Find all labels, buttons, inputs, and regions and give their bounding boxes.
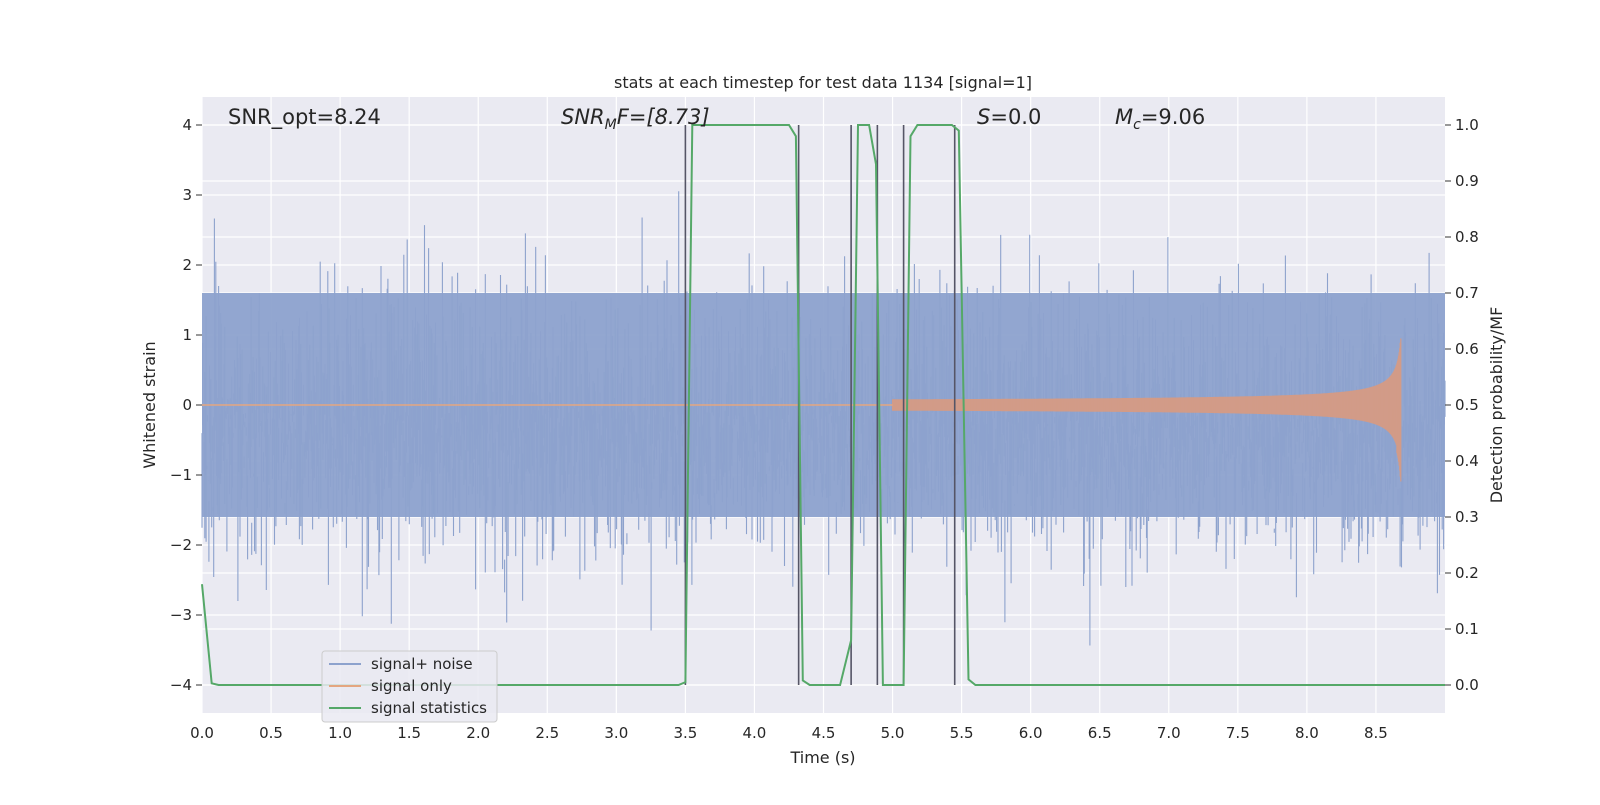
- legend-box: [321, 650, 498, 723]
- y-tick-label-right: 0.3: [1455, 508, 1479, 526]
- x-tick-label: 3.5: [673, 724, 697, 742]
- y-tick-label-right: 0.7: [1455, 284, 1479, 302]
- x-tick-label: 4.5: [812, 724, 836, 742]
- y-tick-label-right: 0.2: [1455, 564, 1479, 582]
- y-tick-label-left: −2: [170, 536, 192, 554]
- y-tick-label-left: 4: [182, 116, 192, 134]
- x-tick-label: 5.5: [950, 724, 974, 742]
- y-tick-label-right: 0.0: [1455, 676, 1479, 694]
- y-tick-label-left: −1: [170, 466, 192, 484]
- x-axis-label: Time (s): [789, 748, 855, 767]
- annotation-snr-mf-sub: M: [605, 117, 617, 133]
- legend-label-signal-plus-noise: signal+ noise: [371, 655, 473, 673]
- y-tick-label-left: 2: [182, 256, 192, 274]
- x-tick-label: 8.0: [1295, 724, 1319, 742]
- x-tick-label: 8.5: [1364, 724, 1388, 742]
- x-tick-label: 1.5: [397, 724, 421, 742]
- annotation-mc: Mc=9.06: [1115, 105, 1205, 133]
- y-tick-label-left: −3: [170, 606, 192, 624]
- axes: 0.0 0.5 1.0 1.5 2.0 2.5 3.0 3.5 4.0 4.5 5.0 5.5 6.0 6…: [170, 116, 1479, 742]
- y-tick-label-left: 3: [182, 186, 192, 204]
- annotation-snr-opt: SNR_opt=8.24: [228, 105, 381, 130]
- x-tick-label: 0.5: [259, 724, 283, 742]
- x-tick-label: 5.0: [881, 724, 905, 742]
- y-tick-label-right: 0.1: [1455, 620, 1479, 638]
- series-signal-only: [202, 338, 1402, 482]
- legend: signal+ noise signal only signal statist…: [321, 650, 498, 723]
- annotation-snr-mf: SNRMF=[8.73]: [561, 105, 710, 133]
- legend-label-signal-statistics: signal statistics: [371, 699, 487, 717]
- chirp-trace: [892, 338, 1402, 482]
- y-axis-label-left: Whitened strain: [140, 341, 159, 468]
- x-tick-label: 1.0: [328, 724, 352, 742]
- y-axis-label-right: Detection probability/MF: [1487, 307, 1506, 504]
- x-tick-label: 6.0: [1019, 724, 1043, 742]
- x-tick-label: 7.0: [1157, 724, 1181, 742]
- x-tick-label: 0.0: [190, 724, 214, 742]
- y-tick-label-right: 0.5: [1455, 396, 1479, 414]
- y-tick-label-right: 0.6: [1455, 340, 1479, 358]
- y-tick-label-right: 0.8: [1455, 228, 1479, 246]
- chart-title: stats at each timestep for test data 113…: [614, 73, 1032, 92]
- signal-statistics-line: [201, 124, 1445, 686]
- annotation-snr-mf-main: SNR: [561, 105, 605, 129]
- annotation-s-italic: S: [977, 105, 990, 129]
- annotation-mc-italic: M: [1115, 105, 1133, 129]
- x-tick-label: 4.0: [743, 724, 767, 742]
- legend-label-signal-only: signal only: [371, 677, 452, 695]
- annotation-s: S=0.0: [977, 105, 1041, 129]
- y-tick-label-left: −4: [170, 676, 192, 694]
- series-signal-statistics: [201, 124, 1445, 686]
- x-tick-label: 3.0: [604, 724, 628, 742]
- annotation-mc-sub: c: [1133, 117, 1141, 133]
- y-tick-label-left: 0: [182, 396, 192, 414]
- annotation-s-rest: =0.0: [990, 105, 1041, 129]
- y-tick-label-right: 0.9: [1455, 172, 1479, 190]
- annotation-mc-rest: =9.06: [1141, 105, 1205, 129]
- x-tick-label: 7.5: [1226, 724, 1250, 742]
- x-tick-label: 2.0: [466, 724, 490, 742]
- y-tick-label-left: 1: [182, 326, 192, 344]
- annotation-snr-mf-rest: F=[8.73]: [617, 105, 710, 129]
- x-tick-label: 2.5: [535, 724, 559, 742]
- y-tick-label-right: 0.4: [1455, 452, 1479, 470]
- y-tick-label-right: 1.0: [1455, 116, 1479, 134]
- x-tick-label: 6.5: [1088, 724, 1112, 742]
